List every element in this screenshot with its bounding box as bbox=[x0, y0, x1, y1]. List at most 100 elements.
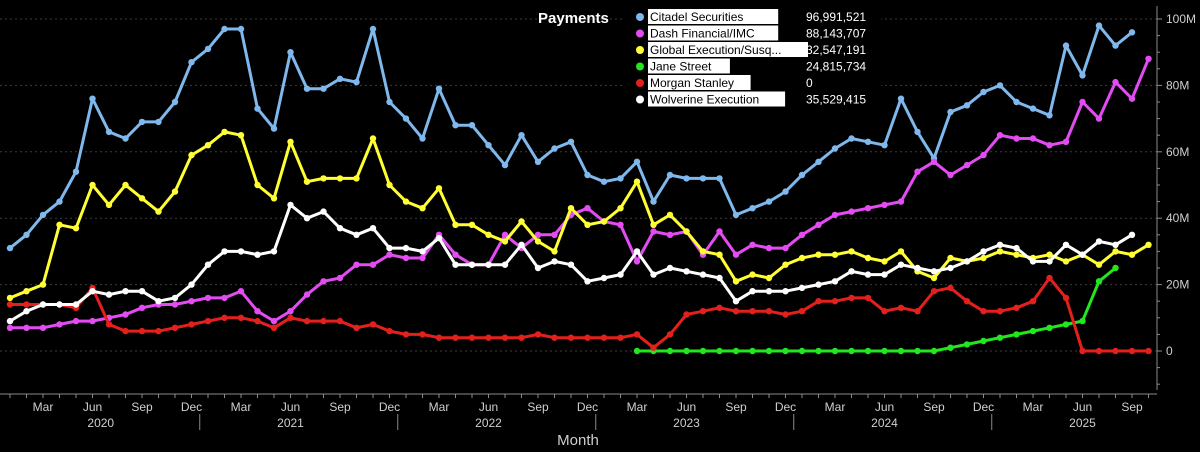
data-point bbox=[798, 254, 806, 262]
data-point bbox=[204, 317, 212, 325]
data-point bbox=[551, 231, 558, 238]
data-point bbox=[699, 347, 707, 355]
legend-label-highlight bbox=[648, 75, 751, 90]
legend-entry-value: 96,991,521 bbox=[806, 10, 866, 24]
data-point bbox=[237, 25, 245, 33]
data-point bbox=[1128, 231, 1136, 238]
data-point bbox=[749, 205, 756, 212]
data-point bbox=[947, 284, 954, 292]
data-point bbox=[105, 201, 113, 209]
data-point bbox=[600, 334, 608, 341]
data-point bbox=[1112, 78, 1119, 86]
legend-entry-name: Morgan Stanley bbox=[650, 76, 734, 90]
data-point bbox=[254, 308, 261, 315]
data-point bbox=[897, 304, 905, 311]
x-year-label: 2021 bbox=[277, 416, 304, 430]
data-point bbox=[23, 308, 30, 315]
data-point bbox=[980, 88, 987, 96]
data-point bbox=[270, 125, 278, 132]
data-point bbox=[138, 304, 146, 311]
data-point bbox=[864, 138, 872, 145]
data-point bbox=[683, 268, 690, 275]
data-point bbox=[1079, 317, 1086, 325]
data-point bbox=[122, 288, 129, 295]
legend-entry-name: Citadel Securities bbox=[650, 10, 743, 24]
data-point bbox=[138, 195, 146, 202]
legend-entry-value: 32,547,191 bbox=[806, 43, 866, 57]
x-tick-label: Mar bbox=[1023, 400, 1044, 414]
data-point bbox=[320, 85, 327, 92]
data-point bbox=[798, 347, 806, 355]
data-point bbox=[567, 138, 575, 145]
data-point bbox=[749, 241, 756, 248]
data-point bbox=[6, 324, 14, 331]
x-tick-label: Dec bbox=[181, 400, 202, 414]
data-point bbox=[254, 317, 261, 325]
data-point bbox=[815, 298, 822, 305]
data-point bbox=[996, 248, 1004, 255]
data-point bbox=[39, 281, 47, 288]
x-tick-label: Jun bbox=[83, 400, 102, 414]
data-point bbox=[782, 311, 789, 318]
data-point bbox=[732, 211, 740, 219]
data-point bbox=[617, 175, 624, 182]
data-point bbox=[6, 317, 14, 325]
x-tick-label: Sep bbox=[725, 400, 747, 414]
data-point bbox=[419, 331, 426, 338]
data-point bbox=[402, 244, 410, 252]
data-point bbox=[56, 321, 63, 328]
x-tick-label: Mar bbox=[627, 400, 648, 414]
data-point bbox=[1046, 274, 1053, 282]
series-line bbox=[10, 276, 1149, 353]
data-point bbox=[435, 185, 443, 192]
data-point bbox=[1013, 331, 1020, 338]
data-point bbox=[72, 225, 80, 232]
legend-label-highlight bbox=[648, 58, 730, 74]
data-point bbox=[485, 231, 492, 238]
data-point bbox=[254, 181, 261, 189]
x-axis: Mar Jun Sep Dec Mar Jun Sep Dec Mar Jun Sep Dec Mar J… bbox=[0, 393, 1157, 430]
data-point bbox=[402, 115, 410, 122]
data-point bbox=[1128, 29, 1136, 36]
x-tick-label: Sep bbox=[527, 400, 549, 414]
data-point bbox=[749, 288, 756, 295]
data-point bbox=[831, 278, 839, 285]
legend[interactable]: Payments Citadel Securities 96,991,521 Das… bbox=[538, 4, 881, 114]
data-point bbox=[1029, 258, 1037, 265]
series-line bbox=[9, 130, 1150, 300]
data-point bbox=[798, 284, 806, 292]
data-point bbox=[402, 198, 410, 205]
data-point bbox=[897, 198, 905, 205]
data-point bbox=[617, 334, 624, 341]
data-point bbox=[303, 215, 311, 222]
data-point bbox=[798, 308, 806, 315]
data-point bbox=[980, 254, 987, 262]
data-point bbox=[468, 122, 476, 129]
x-tick-label: Dec bbox=[577, 400, 598, 414]
legend-marker bbox=[636, 29, 644, 38]
data-point bbox=[1095, 115, 1103, 122]
data-point bbox=[716, 274, 723, 282]
data-point bbox=[633, 248, 641, 255]
data-point bbox=[1013, 304, 1020, 311]
data-point bbox=[765, 347, 773, 355]
series-wolverine-execution bbox=[6, 201, 1136, 325]
data-point bbox=[468, 221, 476, 228]
data-point bbox=[23, 288, 30, 295]
data-point bbox=[237, 132, 245, 139]
data-point bbox=[518, 241, 525, 248]
data-point bbox=[1079, 98, 1086, 106]
data-point bbox=[369, 261, 377, 268]
data-point bbox=[1046, 324, 1053, 331]
data-point bbox=[221, 314, 228, 321]
data-point bbox=[1079, 72, 1086, 79]
data-point bbox=[584, 221, 591, 228]
data-point bbox=[716, 251, 723, 258]
data-point bbox=[303, 291, 311, 298]
data-point bbox=[584, 278, 591, 285]
data-point bbox=[897, 248, 905, 255]
data-point bbox=[56, 221, 63, 228]
data-point bbox=[171, 301, 179, 308]
data-point bbox=[534, 158, 542, 165]
data-point bbox=[501, 261, 509, 268]
